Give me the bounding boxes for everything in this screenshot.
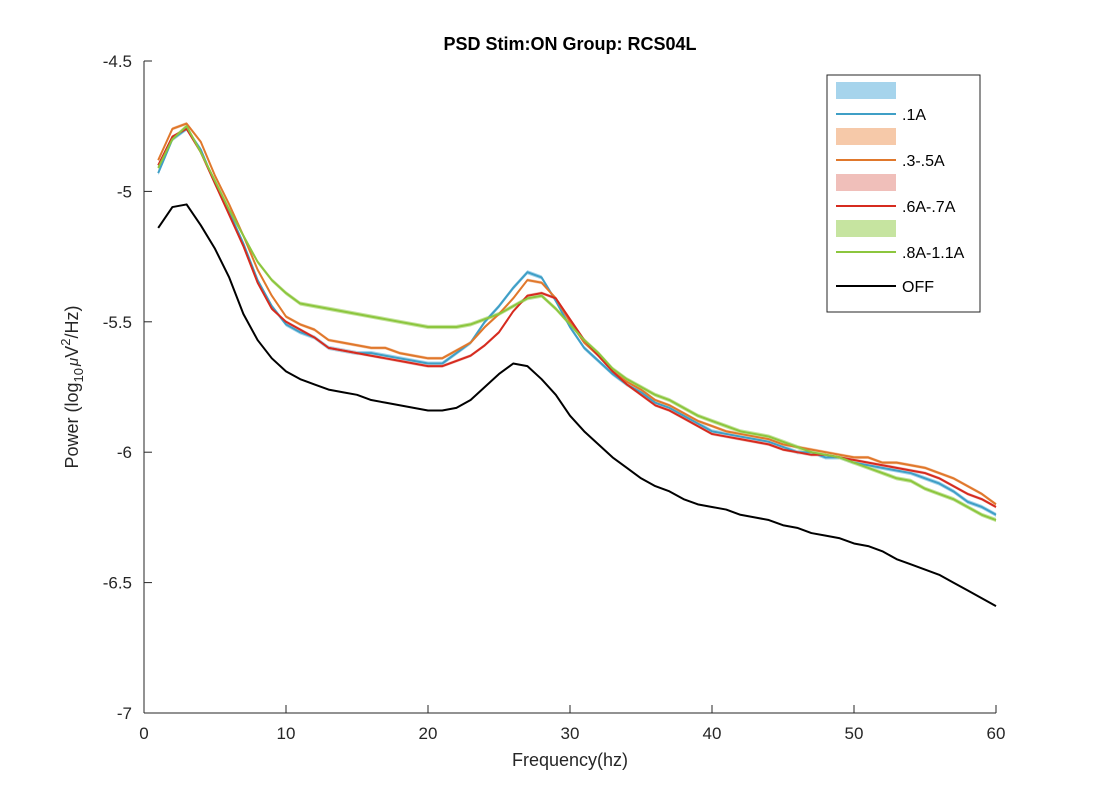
legend-2-band-swatch	[836, 174, 896, 191]
y-label-v: V	[62, 346, 82, 358]
y-label-suffix: /Hz)	[62, 306, 82, 339]
y-tick-label-3: -5.5	[103, 313, 132, 332]
y-tick-label-4: -5	[117, 182, 132, 201]
x-tick-label-60: 60	[987, 724, 1006, 743]
legend-1-band-swatch	[836, 128, 896, 145]
legend-4-label: OFF	[902, 279, 934, 296]
x-tick-label-30: 30	[561, 724, 580, 743]
legend-2-label: .6A-.7A	[902, 199, 956, 216]
legend-3-label: .8A-1.1A	[902, 245, 965, 262]
x-tick-label-20: 20	[419, 724, 438, 743]
series-3-line	[157, 125, 997, 521]
legend-0-label: .1A	[902, 107, 926, 124]
y-ticks: -7 -6.5 -6 -5.5 -5 -4.5	[103, 52, 152, 723]
y-axis-label: Power (log10μV2/Hz)	[58, 306, 86, 469]
y-label-mu: μ	[65, 358, 82, 367]
x-tick-label-40: 40	[703, 724, 722, 743]
legend-0-band-swatch	[836, 82, 896, 99]
series-2-line	[157, 127, 997, 508]
y-tick-label-5: -4.5	[103, 52, 132, 71]
y-tick-label-1: -6.5	[103, 574, 132, 593]
legend-entries: .1A .3-.5A .6A-.7A .8A-1.1A OFF	[836, 82, 965, 296]
x-tick-label-0: 0	[139, 724, 148, 743]
x-tick-label-10: 10	[277, 724, 296, 743]
chart-title: PSD Stim:ON Group: RCS04L	[443, 34, 696, 54]
series-layer	[157, 122, 997, 607]
x-ticks: 0 10 20 30 40 50 60	[139, 705, 1005, 743]
y-tick-label-2: -6	[117, 443, 132, 462]
y-tick-label-0: -7	[117, 704, 132, 723]
x-tick-label-50: 50	[845, 724, 864, 743]
x-axis-label: Frequency(hz)	[512, 750, 628, 770]
legend: .1A .3-.5A .6A-.7A .8A-1.1A OFF	[826, 74, 981, 313]
series-4-line	[157, 203, 997, 607]
y-label-superscript: 2	[58, 339, 73, 346]
legend-3-band-swatch	[836, 220, 896, 237]
y-label-prefix: Power (log	[62, 382, 82, 468]
y-label-subscript: 10	[71, 368, 86, 382]
legend-1-label: .3-.5A	[902, 153, 945, 170]
